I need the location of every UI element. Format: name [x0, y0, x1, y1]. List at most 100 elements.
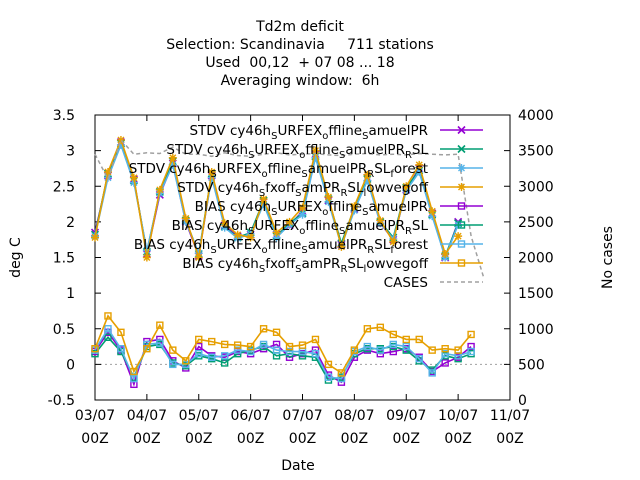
- data-point: [350, 206, 359, 215]
- data-point: [156, 339, 164, 347]
- data-point: [246, 233, 255, 242]
- y-tick-label: 3: [66, 144, 75, 160]
- legend-label-part: l: [363, 188, 366, 199]
- legend-label-part: SL: [412, 142, 429, 158]
- series: [91, 325, 475, 383]
- data-point: [454, 346, 462, 354]
- legend-label-part: o: [299, 226, 305, 237]
- legend-label-part: ffline: [305, 142, 339, 158]
- data-point: [337, 242, 346, 251]
- legend-label-part: ffline: [268, 161, 302, 177]
- legend-label-part: S: [362, 131, 368, 142]
- legend-label-part: o: [262, 245, 268, 256]
- x-tick-label: 10/07: [438, 408, 478, 424]
- legend-label-part: S: [301, 245, 307, 256]
- legend-label-part: S: [339, 150, 345, 161]
- legend-label-part: R: [367, 169, 374, 180]
- y2-tick-label: 1000: [518, 322, 554, 338]
- x-tick-label: 00Z: [496, 431, 523, 447]
- data-point: [272, 346, 281, 354]
- data-point: [324, 197, 333, 206]
- x-tick-label: 00Z: [185, 431, 212, 447]
- legend-entry: STDV cy46hSURFEXofflineSamuelPRRSL: [166, 142, 483, 161]
- data-point: [91, 345, 99, 353]
- y-tick-label: 3.5: [53, 108, 75, 124]
- data-point: [195, 335, 203, 344]
- x-axis-label: Date: [281, 458, 314, 474]
- x-tick-label: 05/07: [179, 408, 219, 424]
- legend-label-part: amPR: [301, 180, 340, 196]
- legend-entry: BIAS cy46hSURFEXofflineSamuelPRRSL: [172, 218, 483, 237]
- x-tick-label: 08/07: [334, 408, 374, 424]
- data-point: [130, 367, 138, 376]
- data-point: [337, 369, 346, 377]
- data-point: [389, 340, 397, 349]
- legend-label-part: amPR: [301, 256, 340, 272]
- legend-label-part: amuelPR: [308, 237, 368, 253]
- data-point: [467, 342, 475, 351]
- legend-entry: CASES: [384, 275, 483, 291]
- data-point: [207, 168, 216, 176]
- data-point: [311, 335, 320, 344]
- x-axis: 03/07 00Z 04/07 00Z 05/07 00Z 06/07 00Z 07/07 00Z…: [75, 115, 530, 447]
- data-point: [207, 173, 216, 182]
- legend-label-part: SL: [374, 237, 391, 253]
- data-point: [415, 168, 424, 176]
- series-group: [90, 135, 485, 389]
- data-point: [259, 340, 268, 349]
- data-point: [91, 233, 99, 242]
- data-point: [324, 360, 333, 369]
- title-line: Td2m deficit: [255, 19, 344, 35]
- data-point: [457, 259, 466, 267]
- x-tick-label: 00Z: [133, 431, 160, 447]
- legend-label-part: l: [363, 264, 366, 275]
- data-point: [389, 347, 397, 356]
- legend-label-part: SL: [412, 218, 429, 234]
- data-point: [402, 186, 411, 195]
- legend-label-part: STDV cy46h: [129, 161, 211, 177]
- series: [91, 135, 463, 262]
- data-point: [233, 230, 242, 239]
- data-point: [130, 374, 138, 383]
- x-tick-label: 03/07: [75, 408, 115, 424]
- legend-label: STDV cy46hSURFEXofflineSamuelPRRSLforest: [129, 161, 428, 180]
- data-point: [220, 219, 229, 228]
- data-point: [376, 323, 385, 332]
- legend-label: BIAS cy46hSURFEXofflineSamuelPRRSLforest: [134, 237, 428, 256]
- legend-label-part: SL: [347, 256, 364, 272]
- data-point: [117, 345, 125, 353]
- y2-tick-label: 500: [518, 357, 545, 373]
- title-line: Selection: Scandinavia 711 stations: [166, 37, 434, 53]
- y2-axis-label: No cases: [600, 226, 616, 289]
- legend-label-part: BIAS cy46h: [134, 237, 211, 253]
- legend-entry: STDV cy46hSURFEXofflineSamuelPR: [189, 123, 483, 142]
- y2-tick-label: 3500: [518, 144, 554, 160]
- data-point: [311, 146, 320, 155]
- data-point: [233, 341, 242, 349]
- data-point: [117, 328, 125, 337]
- data-point: [259, 325, 268, 333]
- data-point: [324, 192, 333, 201]
- data-point: [143, 345, 151, 353]
- data-point: [103, 168, 112, 176]
- data-point: [457, 202, 466, 210]
- data-point: [441, 359, 449, 367]
- legend-label-part: S: [259, 188, 265, 199]
- x-tick-label: 00Z: [289, 431, 316, 447]
- data-point: [376, 216, 385, 225]
- data-point: [104, 333, 112, 341]
- legend-label-part: amuelPR: [308, 161, 368, 177]
- legend-label: STDV cy46hSURFEXofflineSamuelPRRSL: [166, 142, 428, 161]
- data-point: [169, 346, 177, 354]
- data-point: [376, 346, 385, 354]
- legend-label-part: f: [390, 169, 394, 180]
- data-point: [169, 360, 177, 369]
- legend-label-part: o: [262, 169, 268, 180]
- legend-label-part: URFEX: [217, 161, 262, 177]
- legend-label-part: f: [390, 245, 394, 256]
- legend-label-part: S: [210, 245, 216, 256]
- data-point: [350, 346, 359, 354]
- legend-label-part: STDV cy46h: [177, 180, 259, 196]
- y-tick-label: 0.5: [53, 322, 75, 338]
